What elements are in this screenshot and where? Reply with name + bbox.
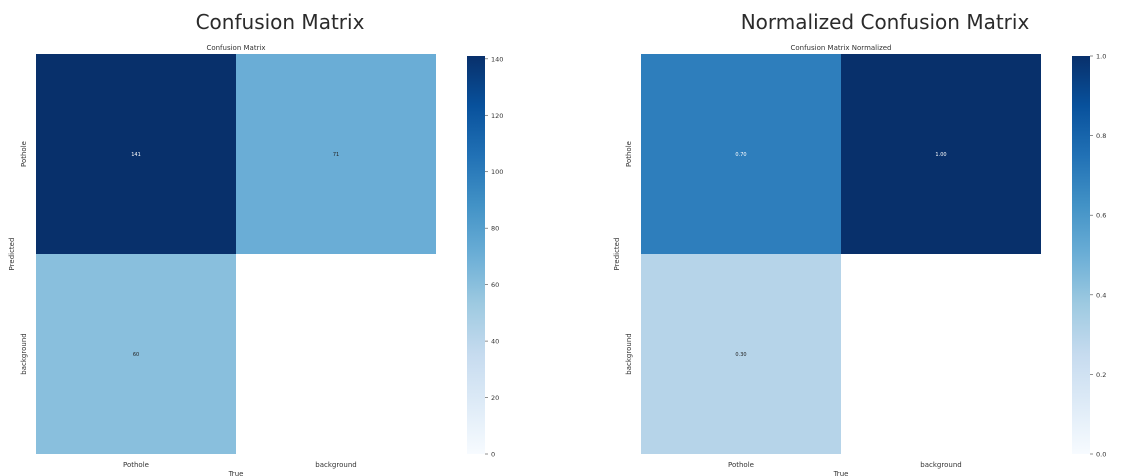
colorbar-tick-label: 0	[491, 451, 495, 459]
colorbar-tick-label: 1.0	[1096, 53, 1106, 61]
colorbar	[467, 56, 485, 454]
x-tick-label: background	[315, 461, 356, 469]
y-tick-label: background	[20, 333, 28, 374]
colorbar-tick-label: 120	[491, 112, 503, 120]
heatmap-cell-label: 0.30	[735, 352, 746, 358]
y-axis-label: Predicted	[613, 238, 621, 271]
colorbar-tick-label: 0.2	[1096, 371, 1106, 379]
heatmap-cell-0-0	[36, 54, 236, 254]
normalized-confusion-matrix-panel: Normalized Confusion Matrix Confusion Ma…	[605, 0, 1129, 476]
colorbar-tick-label: 20	[491, 394, 499, 402]
heatmap-cell-1-1	[236, 254, 436, 454]
y-tick-label: Pothole	[625, 141, 633, 167]
heatmap-cell-1-1	[841, 254, 1041, 454]
colorbar-tick-label: 0.4	[1096, 291, 1106, 299]
x-tick-label: background	[920, 461, 961, 469]
x-tick-label: Pothole	[728, 461, 754, 469]
heatmap-cell-0-0	[641, 54, 841, 254]
confusion-matrix-chart: Confusion Matrix 141 71 60 Pothole background…	[8, 44, 503, 476]
colorbar-tick-label: 80	[491, 225, 499, 233]
colorbar-tick-label: 140	[491, 55, 503, 63]
colorbar-tick-label: 40	[491, 338, 499, 346]
y-tick-label: Pothole	[20, 141, 28, 167]
heatmap-cell-0-1	[841, 54, 1041, 254]
colorbar	[1072, 56, 1090, 454]
heatmap-cell-label: 71	[333, 152, 339, 158]
colorbar-tick-label: 0.6	[1096, 212, 1106, 220]
colorbar-tick-label: 100	[491, 168, 503, 176]
heatmap-cell-0-1	[236, 54, 436, 254]
colorbar-tick-label: 60	[491, 281, 499, 289]
heatmap-title: Confusion Matrix	[206, 44, 265, 52]
heatmap-cell-label: 60	[133, 352, 139, 358]
x-tick-label: Pothole	[123, 461, 149, 469]
heatmap-cell-1-0	[641, 254, 841, 454]
x-axis-label: True	[833, 470, 849, 476]
heatmap-cell-1-0	[36, 254, 236, 454]
heatmap-title: Confusion Matrix Normalized	[790, 44, 891, 52]
normalized-confusion-matrix-heading: Normalized Confusion Matrix	[740, 10, 1030, 34]
heatmap-cell-label: 0.70	[735, 152, 746, 158]
confusion-matrix-heading: Confusion Matrix	[195, 10, 365, 34]
colorbar-tick-label: 0.0	[1096, 451, 1106, 459]
confusion-matrix-panel: Confusion Matrix Confusion Matrix 141 71 60…	[0, 0, 560, 476]
y-tick-label: background	[625, 333, 633, 374]
normalized-confusion-matrix-chart: Confusion Matrix Normalized 0.70 1.00 0.30 P…	[613, 44, 1106, 476]
heatmap-cell-label: 141	[131, 152, 141, 158]
x-axis-label: True	[228, 470, 244, 476]
heatmap-cell-label: 1.00	[935, 152, 946, 158]
y-axis-label: Predicted	[8, 238, 16, 271]
colorbar-tick-label: 0.8	[1096, 132, 1106, 140]
